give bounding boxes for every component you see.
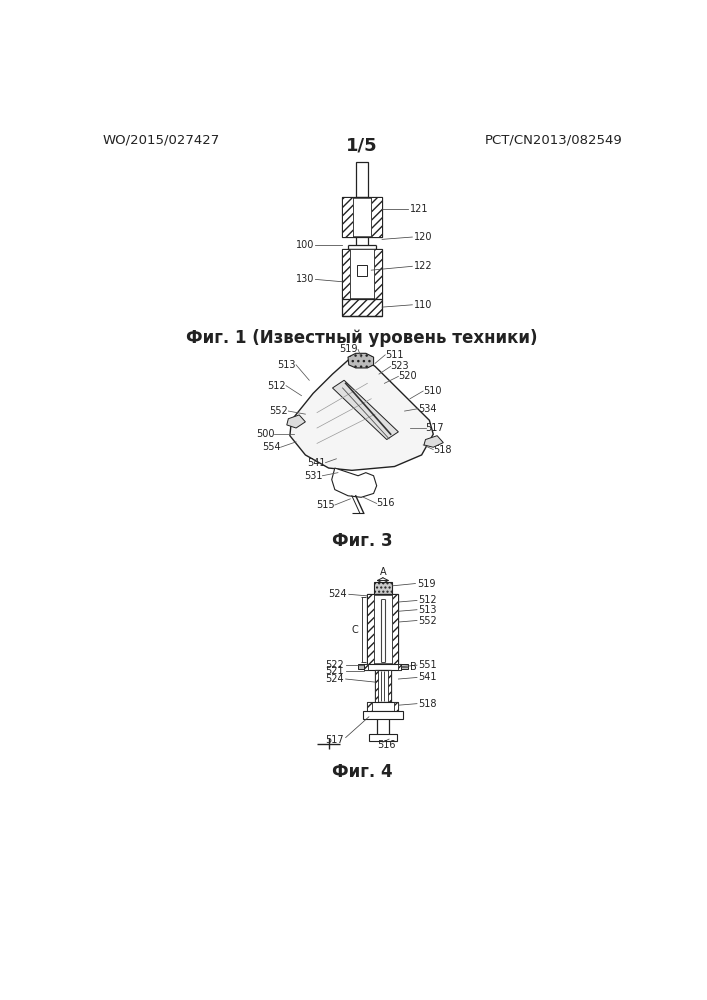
- Text: 531: 531: [304, 471, 322, 481]
- Text: 511: 511: [385, 350, 404, 360]
- Bar: [368, 594, 373, 664]
- Text: Фиг. 4: Фиг. 4: [332, 763, 392, 781]
- Text: C: C: [351, 625, 358, 635]
- Text: 510: 510: [423, 386, 442, 396]
- Text: 534: 534: [418, 404, 436, 414]
- Text: 110: 110: [414, 300, 432, 310]
- Text: 513: 513: [278, 360, 296, 370]
- Text: 500: 500: [256, 429, 274, 439]
- Polygon shape: [290, 357, 433, 470]
- Text: 120: 120: [414, 232, 433, 242]
- Bar: [364, 664, 402, 670]
- Bar: [392, 594, 398, 664]
- Bar: [402, 664, 408, 669]
- Bar: [368, 702, 398, 711]
- Bar: [397, 664, 402, 670]
- Text: 100: 100: [296, 240, 314, 250]
- Text: 541: 541: [419, 672, 437, 682]
- Text: 524: 524: [325, 674, 344, 684]
- Text: 122: 122: [414, 261, 433, 271]
- Text: 512: 512: [419, 595, 437, 605]
- Bar: [375, 670, 378, 702]
- Bar: [371, 197, 382, 237]
- Bar: [363, 711, 403, 719]
- Text: 518: 518: [419, 699, 437, 709]
- Text: 130: 130: [296, 274, 314, 284]
- Polygon shape: [332, 380, 398, 440]
- Text: 523: 523: [391, 361, 409, 371]
- Text: 516: 516: [378, 740, 396, 750]
- Text: 519: 519: [417, 579, 436, 589]
- Text: 521: 521: [325, 666, 344, 676]
- Text: 515: 515: [316, 500, 335, 510]
- Text: 551: 551: [419, 660, 437, 670]
- Bar: [356, 162, 368, 197]
- Text: A: A: [380, 567, 386, 577]
- Text: 520: 520: [398, 371, 417, 381]
- Text: 554: 554: [262, 442, 281, 452]
- Text: 517: 517: [325, 735, 344, 745]
- Text: PCT/CN2013/082549: PCT/CN2013/082549: [484, 134, 622, 147]
- Text: 552: 552: [269, 406, 288, 416]
- Bar: [374, 249, 382, 299]
- Text: Фиг. 3: Фиг. 3: [332, 532, 392, 550]
- Text: WO/2015/027427: WO/2015/027427: [103, 134, 220, 147]
- Text: 512: 512: [267, 381, 286, 391]
- Polygon shape: [424, 436, 443, 447]
- Text: 552: 552: [419, 615, 437, 626]
- Bar: [341, 249, 382, 299]
- Text: 517: 517: [426, 423, 444, 433]
- Text: 522: 522: [325, 660, 344, 670]
- Bar: [341, 197, 382, 237]
- Text: 513: 513: [419, 605, 437, 615]
- Bar: [387, 670, 391, 702]
- Bar: [364, 664, 368, 670]
- Text: B: B: [410, 662, 416, 672]
- Text: 516: 516: [377, 498, 395, 508]
- Bar: [373, 595, 392, 663]
- Text: 541: 541: [307, 458, 325, 468]
- Bar: [375, 670, 391, 702]
- Text: 524: 524: [329, 589, 347, 599]
- Bar: [353, 198, 371, 236]
- Bar: [394, 702, 398, 711]
- Text: 518: 518: [433, 445, 452, 455]
- Bar: [358, 664, 364, 669]
- Text: 1/5: 1/5: [346, 137, 378, 155]
- Bar: [368, 702, 372, 711]
- Bar: [341, 299, 382, 316]
- Text: 121: 121: [410, 204, 428, 214]
- Text: 519: 519: [339, 344, 358, 354]
- Bar: [357, 265, 367, 276]
- Bar: [368, 594, 398, 664]
- Polygon shape: [348, 353, 373, 368]
- Bar: [369, 734, 397, 741]
- Bar: [373, 582, 392, 594]
- Bar: [349, 249, 374, 298]
- Polygon shape: [332, 468, 377, 497]
- Polygon shape: [287, 415, 305, 428]
- Text: Фиг. 1 (Известный уровень техники): Фиг. 1 (Известный уровень техники): [186, 329, 538, 347]
- Bar: [341, 249, 349, 299]
- Bar: [341, 197, 353, 237]
